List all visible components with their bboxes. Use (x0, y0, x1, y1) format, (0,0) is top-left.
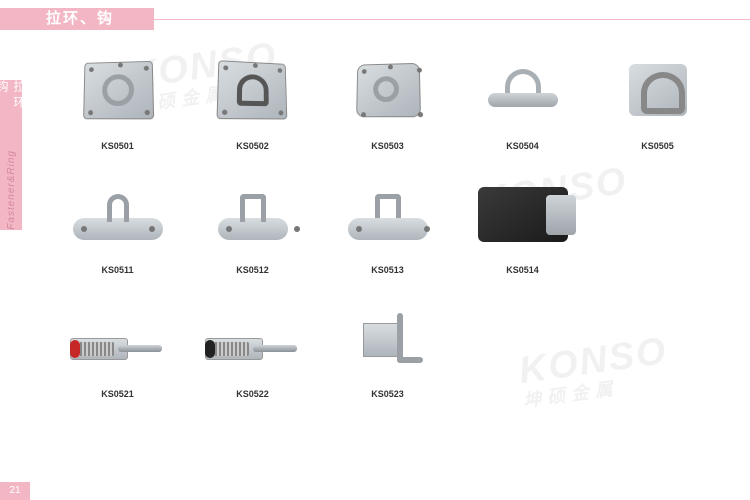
product-cell: KS0511 (50, 169, 185, 275)
product-image (63, 45, 173, 135)
product-image (198, 293, 308, 383)
product-cell: KS0523 (320, 293, 455, 399)
product-sku: KS0511 (50, 265, 185, 275)
product-sku: KS0502 (185, 141, 320, 151)
header-accent (0, 8, 32, 30)
product-cell: KS0522 (185, 293, 320, 399)
product-cell: KS0501 (50, 45, 185, 151)
product-image (468, 169, 578, 259)
header-rule (154, 19, 750, 30)
product-grid: KS0501 KS0502 KS0503 KS0504 KS0505 KS051… (50, 45, 730, 417)
product-image (63, 169, 173, 259)
product-image (603, 45, 713, 135)
page-title: 拉环、钩 (32, 8, 154, 30)
header-bar: 拉环、钩 (0, 8, 750, 30)
product-sku: KS0501 (50, 141, 185, 151)
product-sku: KS0505 (590, 141, 725, 151)
side-label-cn: 拉环、钩 (0, 80, 28, 142)
product-image (333, 169, 443, 259)
side-tab: 拉环、钩 Fastener&Ring (0, 80, 22, 230)
grid-row: KS0501 KS0502 KS0503 KS0504 KS0505 (50, 45, 730, 151)
product-cell: KS0514 (455, 169, 590, 275)
product-cell: KS0505 (590, 45, 725, 151)
product-image (333, 45, 443, 135)
side-label-en: Fastener&Ring (6, 150, 17, 230)
product-sku: KS0513 (320, 265, 455, 275)
product-cell: KS0503 (320, 45, 455, 151)
page-number: 21 (0, 482, 30, 500)
grid-row: KS0511 KS0512 KS0513 KS0514 (50, 169, 730, 275)
product-image (63, 293, 173, 383)
product-image (198, 169, 308, 259)
product-cell: KS0502 (185, 45, 320, 151)
product-sku: KS0523 (320, 389, 455, 399)
product-sku: KS0514 (455, 265, 590, 275)
product-cell: KS0513 (320, 169, 455, 275)
product-cell: KS0512 (185, 169, 320, 275)
product-image (333, 293, 443, 383)
product-image (468, 45, 578, 135)
product-sku: KS0512 (185, 265, 320, 275)
product-sku: KS0521 (50, 389, 185, 399)
product-cell: KS0504 (455, 45, 590, 151)
grid-row: KS0521 KS0522 KS0523 (50, 293, 730, 399)
product-image (198, 45, 308, 135)
product-sku: KS0522 (185, 389, 320, 399)
product-sku: KS0503 (320, 141, 455, 151)
product-cell: KS0521 (50, 293, 185, 399)
product-sku: KS0504 (455, 141, 590, 151)
